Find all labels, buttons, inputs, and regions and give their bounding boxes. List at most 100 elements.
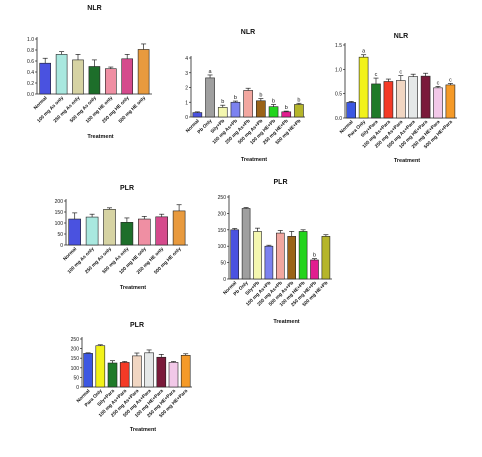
significance-label: a (362, 49, 366, 55)
bar (85, 216, 99, 246)
bar (275, 232, 285, 280)
y-tick-label: 1.0 (27, 37, 34, 43)
significance-label: b (272, 98, 275, 104)
y-tick-label: 0.8 (27, 48, 34, 54)
bar (144, 352, 154, 388)
bar (310, 259, 319, 280)
x-tick-label: 500 mg HE only (118, 95, 148, 125)
bar (55, 54, 68, 95)
bar (383, 81, 394, 119)
chart-title: PLR (130, 322, 144, 329)
bar (217, 107, 228, 118)
bar (264, 245, 274, 280)
y-tick-label: 50 (73, 375, 79, 381)
bar (180, 355, 191, 388)
y-tick-label: 4 (185, 56, 188, 62)
bar (121, 58, 133, 95)
bar (268, 106, 279, 118)
bar (103, 209, 116, 246)
bar (39, 62, 52, 95)
bar (408, 76, 419, 119)
significance-label: c (375, 72, 378, 78)
x-tick-label: 250 mg HE only (101, 95, 131, 125)
y-tick-label: 0 (60, 243, 63, 249)
bar (119, 362, 130, 388)
bar (120, 222, 134, 246)
bar (105, 68, 117, 95)
y-tick-label: 0 (76, 385, 79, 391)
y-tick-label: 1.0 (335, 67, 342, 73)
y-tick-label: 0.0 (27, 92, 34, 98)
bar (243, 90, 253, 118)
y-tick-label: 0.5 (335, 92, 342, 98)
bar (346, 102, 357, 119)
bar (107, 362, 118, 388)
y-tick-label: 3 (185, 71, 188, 77)
y-tick-label: 150 (71, 356, 80, 362)
significance-label: b (285, 105, 288, 111)
y-tick-label: 100 (55, 221, 64, 227)
y-tick-label: 150 (55, 210, 64, 216)
y-tick-label: 0.2 (27, 81, 34, 87)
x-axis-label: Treatment (120, 285, 146, 291)
y-tick-label: 100 (71, 366, 80, 372)
bar (138, 218, 151, 246)
y-tick-label: 50 (57, 232, 63, 238)
bar (371, 83, 381, 119)
significance-label: a (209, 69, 213, 75)
bar (83, 353, 93, 388)
bar (256, 100, 266, 118)
bar (230, 229, 239, 280)
y-tick-label: 0.4 (27, 70, 34, 76)
significance-label: b (234, 95, 237, 101)
bar (172, 210, 186, 246)
significance-label: c (399, 70, 402, 76)
y-tick-label: 150 (218, 228, 227, 234)
y-tick-label: 200 (218, 211, 227, 217)
y-tick-label: 100 (218, 244, 227, 250)
y-tick-label: 50 (220, 261, 226, 267)
significance-label: b (313, 253, 316, 259)
bar (205, 77, 215, 118)
bar (420, 75, 431, 119)
x-axis-label: Treatment (273, 319, 299, 325)
significance-label: b (259, 93, 262, 99)
bar (68, 218, 81, 246)
bar (192, 112, 203, 118)
bar (433, 87, 443, 119)
y-tick-label: 0.0 (335, 116, 342, 122)
bar (156, 356, 167, 388)
bar (72, 59, 84, 95)
bar (241, 208, 251, 280)
bar (168, 362, 179, 388)
x-axis-label: Treatment (241, 157, 267, 163)
bar (95, 345, 106, 388)
bar (88, 66, 101, 95)
bar (281, 111, 292, 118)
bar (358, 56, 369, 119)
x-axis-label: Treatment (87, 134, 113, 140)
chart-title: PLR (120, 185, 134, 192)
y-tick-label: 0 (185, 115, 188, 121)
bar (321, 236, 331, 280)
significance-label: b (297, 97, 300, 103)
bar (132, 355, 142, 388)
y-tick-label: 1 (185, 100, 188, 106)
bar (230, 101, 241, 118)
bar (445, 84, 456, 119)
bar (395, 80, 406, 119)
chart-title: PLR (274, 179, 288, 186)
bar (298, 231, 308, 280)
chart-title: NLR (87, 5, 101, 12)
significance-label: c (449, 77, 452, 83)
bar (253, 231, 262, 280)
x-tick-label: Normal (33, 95, 49, 111)
significance-label: b (221, 99, 224, 105)
y-tick-label: 1.5 (335, 43, 342, 49)
